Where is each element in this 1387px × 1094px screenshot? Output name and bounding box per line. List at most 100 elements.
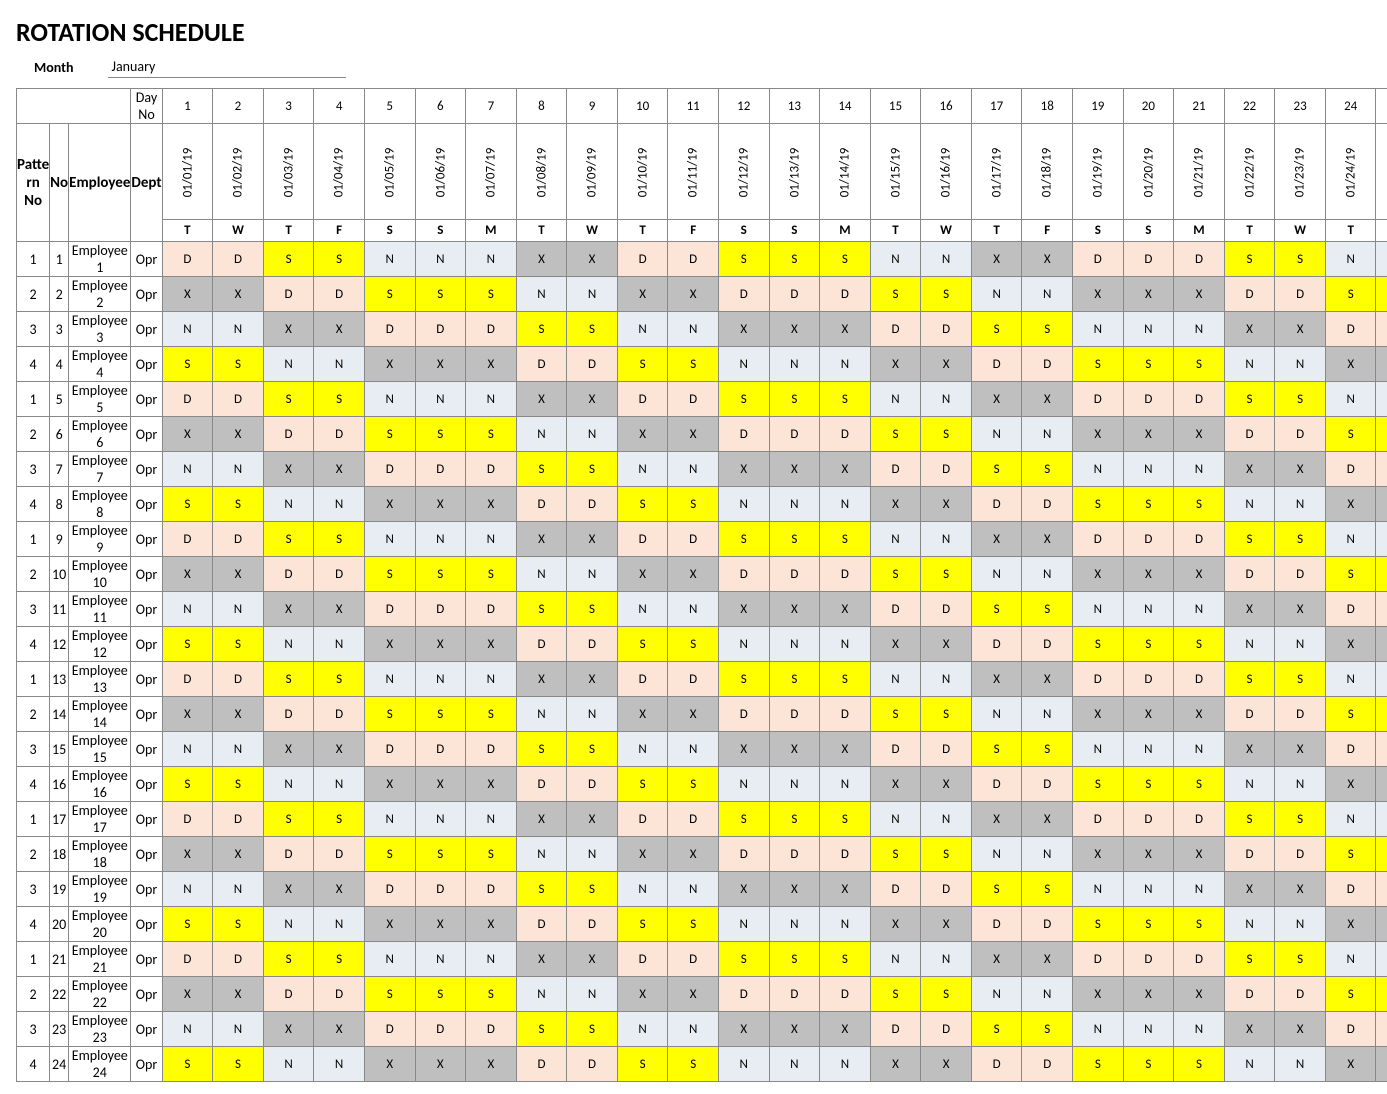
shift-cell: X [870, 627, 921, 662]
shift-cell: S [1325, 417, 1376, 452]
table-row: 214Employee 14OprXXDDSSSNNXXDDDSSNNXXXDD… [17, 697, 1387, 732]
shift-cell: D [617, 522, 668, 557]
shift-cell: X [1022, 942, 1073, 977]
shift-cell: D [1275, 277, 1326, 312]
cell-dept: Opr [131, 382, 162, 417]
shift-cell: D [769, 697, 820, 732]
shift-cell: N [1275, 627, 1326, 662]
shift-cell: D [1022, 627, 1073, 662]
cell-no: 22 [50, 977, 69, 1012]
dow-header: W [921, 220, 972, 242]
date-header: 01/23/19 [1275, 124, 1326, 220]
shift-cell: N [769, 767, 820, 802]
shift-cell: D [314, 977, 365, 1012]
shift-cell: D [1123, 802, 1174, 837]
shift-cell: D [1123, 242, 1174, 277]
shift-cell: D [820, 697, 871, 732]
shift-cell: D [213, 942, 264, 977]
shift-cell: X [263, 872, 314, 907]
shift-cell: N [314, 487, 365, 522]
cell-pattern: 3 [17, 732, 50, 767]
cell-employee: Employee 7 [69, 452, 131, 487]
cell-no: 23 [50, 1012, 69, 1047]
shift-cell: S [921, 977, 972, 1012]
shift-cell: N [466, 522, 517, 557]
shift-cell: N [1073, 1012, 1124, 1047]
shift-cell: N [1275, 767, 1326, 802]
shift-cell: S [668, 767, 719, 802]
cell-no: 4 [50, 347, 69, 382]
cell-dept: Opr [131, 627, 162, 662]
shift-cell: X [1073, 417, 1124, 452]
shift-cell: S [820, 662, 871, 697]
shift-cell: X [820, 872, 871, 907]
shift-cell: S [1275, 802, 1326, 837]
shift-cell: D [1376, 1012, 1387, 1047]
shift-cell: X [162, 557, 213, 592]
shift-cell: D [1174, 662, 1225, 697]
shift-cell: N [718, 627, 769, 662]
shift-cell: X [1123, 837, 1174, 872]
shift-cell: D [921, 1012, 972, 1047]
shift-cell: X [415, 347, 466, 382]
shift-cell: X [516, 802, 567, 837]
table-row: 11Employee 1OprDDSSNNNXXDDSSSNNXXDDDSSNN… [17, 242, 1387, 277]
shift-cell: X [1376, 487, 1387, 522]
cell-employee: Employee 10 [69, 557, 131, 592]
shift-cell: D [1022, 347, 1073, 382]
shift-cell: X [1022, 382, 1073, 417]
shift-cell: S [718, 242, 769, 277]
shift-cell: D [1022, 487, 1073, 522]
shift-cell: X [1275, 1012, 1326, 1047]
shift-cell: S [415, 417, 466, 452]
shift-cell: D [1224, 697, 1275, 732]
shift-cell: S [213, 1047, 264, 1082]
shift-cell: S [1022, 872, 1073, 907]
shift-cell: S [769, 802, 820, 837]
cell-dept: Opr [131, 942, 162, 977]
shift-cell: S [1224, 242, 1275, 277]
shift-cell: N [870, 662, 921, 697]
date-header: 01/20/19 [1123, 124, 1174, 220]
table-row: 323Employee 23OprNNXXDDDSSNNXXXDDSSNNNXX… [17, 1012, 1387, 1047]
shift-cell: X [213, 277, 264, 312]
cell-pattern: 3 [17, 1012, 50, 1047]
shift-cell: X [971, 382, 1022, 417]
shift-cell: X [364, 767, 415, 802]
shift-cell: D [516, 487, 567, 522]
shift-cell: D [1275, 557, 1326, 592]
table-row: 319Employee 19OprNNXXDDDSSNNXXXDDSSNNNXX… [17, 872, 1387, 907]
shift-cell: S [1275, 522, 1326, 557]
shift-cell: X [162, 977, 213, 1012]
shift-cell: S [567, 732, 618, 767]
shift-cell: S [1123, 487, 1174, 522]
shift-cell: D [1275, 697, 1326, 732]
shift-cell: X [567, 942, 618, 977]
shift-cell: X [870, 907, 921, 942]
month-value[interactable]: January [108, 58, 346, 78]
shift-cell: X [415, 1047, 466, 1082]
shift-cell: X [1123, 977, 1174, 1012]
shift-cell: S [364, 557, 415, 592]
shift-cell: S [870, 837, 921, 872]
date-header: 01/22/19 [1224, 124, 1275, 220]
shift-cell: X [820, 592, 871, 627]
shift-cell: N [1224, 487, 1275, 522]
shift-cell: X [1325, 347, 1376, 382]
shift-cell: S [516, 312, 567, 347]
shift-cell: N [1123, 452, 1174, 487]
shift-cell: D [364, 592, 415, 627]
shift-cell: S [971, 592, 1022, 627]
cell-employee: Employee 22 [69, 977, 131, 1012]
shift-cell: X [617, 417, 668, 452]
shift-cell: X [820, 1012, 871, 1047]
cell-pattern: 2 [17, 417, 50, 452]
shift-cell: D [1376, 452, 1387, 487]
shift-cell: S [466, 977, 517, 1012]
header-no: No [50, 124, 69, 242]
table-row: 44Employee 4OprSSNNXXXDDSSNNNXXDDSSSNNXX… [17, 347, 1387, 382]
shift-cell: D [364, 872, 415, 907]
shift-cell: D [567, 767, 618, 802]
shift-cell: X [718, 1012, 769, 1047]
shift-cell: N [1022, 697, 1073, 732]
